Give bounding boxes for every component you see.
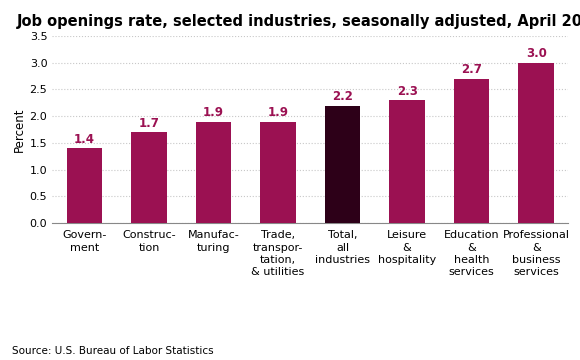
Bar	[389, 100, 425, 223]
Bar	[196, 122, 231, 223]
Text: 1.7: 1.7	[139, 117, 160, 130]
Text: 2.7: 2.7	[461, 63, 482, 76]
Text: 1.9: 1.9	[203, 106, 224, 119]
Y-axis label: Percent: Percent	[12, 107, 26, 152]
Title: Job openings rate, selected industries, seasonally adjusted, April 2011: Job openings rate, selected industries, …	[17, 14, 580, 29]
Text: 2.2: 2.2	[332, 90, 353, 103]
Text: Source: U.S. Bureau of Labor Statistics: Source: U.S. Bureau of Labor Statistics	[12, 346, 213, 356]
Bar	[131, 132, 166, 223]
Text: 1.4: 1.4	[74, 132, 95, 146]
Bar	[519, 63, 554, 223]
Text: 3.0: 3.0	[525, 47, 546, 60]
Bar	[67, 148, 102, 223]
Text: 2.3: 2.3	[397, 85, 418, 98]
Bar	[260, 122, 296, 223]
Bar	[454, 79, 490, 223]
Bar	[325, 105, 360, 223]
Text: 1.9: 1.9	[267, 106, 288, 119]
